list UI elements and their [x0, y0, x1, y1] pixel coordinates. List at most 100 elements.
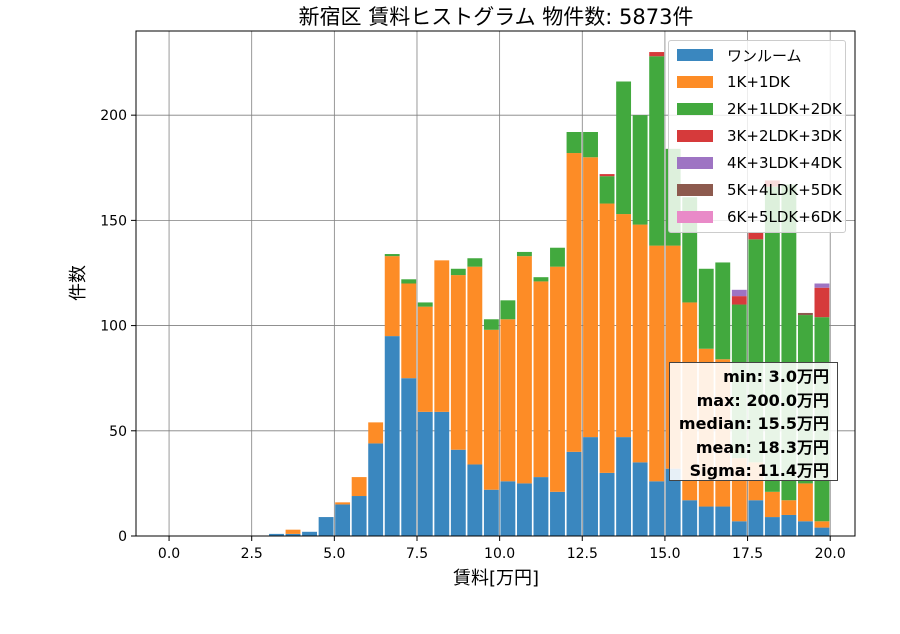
bar-segment: [335, 502, 351, 505]
bar-segment: [748, 233, 764, 240]
legend-label: 5K+4LDK+5DK: [727, 181, 842, 199]
legend-label: 1K+1DK: [727, 73, 790, 91]
axes: [135, 30, 856, 537]
x-tick-label: 7.5: [406, 546, 428, 562]
bar-segment: [797, 483, 813, 522]
bar-segment: [632, 115, 648, 225]
bar-segment: [285, 533, 301, 536]
bar-segment: [566, 451, 582, 536]
bar-segment: [351, 496, 367, 536]
y-tick-label: 50: [109, 424, 127, 440]
bar-segment: [583, 437, 598, 536]
legend-swatch: [677, 49, 713, 61]
bar-segment: [599, 176, 615, 204]
bar-segment: [450, 268, 466, 276]
bar-segment: [599, 472, 615, 536]
bar-segment: [632, 462, 648, 536]
bar-segment: [500, 319, 516, 482]
bar-segment: [715, 506, 731, 536]
bar-segment: [550, 491, 565, 536]
bar-segment: [302, 531, 317, 536]
bar-segment: [649, 52, 665, 57]
bar-segment: [516, 256, 532, 484]
y-tick-label: 150: [100, 213, 127, 229]
bar-segment: [616, 214, 632, 438]
bar-segment: [516, 483, 532, 536]
bar-segment: [368, 422, 384, 444]
legend-label: ワンルーム: [727, 46, 802, 65]
stat-median: median: 15.5万円: [678, 414, 829, 433]
bar-segment: [417, 306, 433, 412]
bar-segment: [781, 500, 797, 515]
bar-segment: [516, 251, 532, 257]
y-tick-label: 200: [100, 108, 127, 124]
legend-item: ワンルーム: [677, 44, 802, 66]
bar-segment: [318, 517, 334, 536]
stat-min: min: 3.0万円: [723, 367, 829, 386]
legend-item: 1K+1DK: [677, 71, 790, 93]
bar-segment: [269, 533, 284, 536]
x-tick-label: 20.0: [815, 546, 846, 562]
bar-segment: [814, 287, 830, 318]
x-tick-label: 15.0: [649, 546, 680, 562]
legend-swatch: [677, 103, 713, 115]
stat-sigma: Sigma: 11.4万円: [689, 461, 829, 480]
bar-segment: [483, 489, 499, 536]
legend-item: 4K+3LDK+4DK: [677, 152, 842, 174]
bar-segment: [401, 279, 417, 284]
legend-item: 6K+5LDK+6DK: [677, 206, 842, 228]
bar-segment: [781, 514, 797, 536]
bar-segment: [384, 336, 400, 536]
bar-segment: [797, 312, 813, 316]
bar-segment: [550, 247, 565, 267]
bar-segment: [450, 275, 466, 450]
bar-segment: [616, 437, 632, 536]
legend-label: 6K+5LDK+6DK: [727, 208, 842, 226]
legend-swatch: [677, 184, 713, 196]
bar-segment: [434, 260, 450, 412]
bar-segment: [616, 81, 632, 215]
x-tick-label: 2.5: [241, 546, 263, 562]
bar-segment: [368, 443, 384, 536]
bar-segment: [764, 491, 780, 518]
bar-segment: [814, 283, 830, 288]
x-tick-label: 10.0: [484, 546, 515, 562]
bar-segment: [797, 521, 813, 536]
legend: ワンルーム 1K+1DK 2K+1LDK+2DK 3K+2LDK+3DK 4K+…: [668, 40, 846, 233]
bar-segment: [583, 157, 598, 438]
bar-segment: [682, 500, 698, 536]
bar-segment: [434, 411, 450, 536]
bar-segment: [731, 289, 747, 297]
bar-segment: [500, 481, 516, 536]
bar-segment: [450, 449, 466, 536]
bar-segment: [764, 517, 780, 536]
legend-label: 3K+2LDK+3DK: [727, 127, 842, 145]
bar-segment: [698, 506, 714, 536]
bar-segment: [467, 258, 483, 267]
x-tick-label: 0.0: [158, 546, 180, 562]
bar-segment: [731, 296, 747, 305]
legend-swatch: [677, 157, 713, 169]
x-axis-label: 賃料[万円]: [453, 568, 539, 589]
stat-mean: mean: 18.3万円: [695, 437, 829, 457]
bar-segment: [632, 224, 648, 463]
bar-segment: [285, 529, 301, 534]
x-tick-label: 12.5: [567, 546, 598, 562]
bar-segment: [566, 153, 582, 452]
legend-swatch: [677, 76, 713, 88]
bar-segment: [401, 283, 417, 379]
bar-segment: [533, 281, 549, 478]
bar-segment: [351, 477, 367, 497]
bar-segment: [649, 56, 665, 246]
bar-segment: [483, 329, 499, 490]
bar-segment: [417, 302, 433, 307]
bar-segment: [566, 132, 582, 154]
bar-segment: [583, 132, 598, 158]
y-tick-label: 100: [100, 319, 127, 335]
bar-segment: [550, 266, 565, 492]
bar-segment: [384, 256, 400, 337]
bar-segment: [483, 319, 499, 330]
bar-segment: [649, 481, 665, 536]
bar-segment: [467, 266, 483, 465]
bar-segment: [814, 527, 830, 536]
